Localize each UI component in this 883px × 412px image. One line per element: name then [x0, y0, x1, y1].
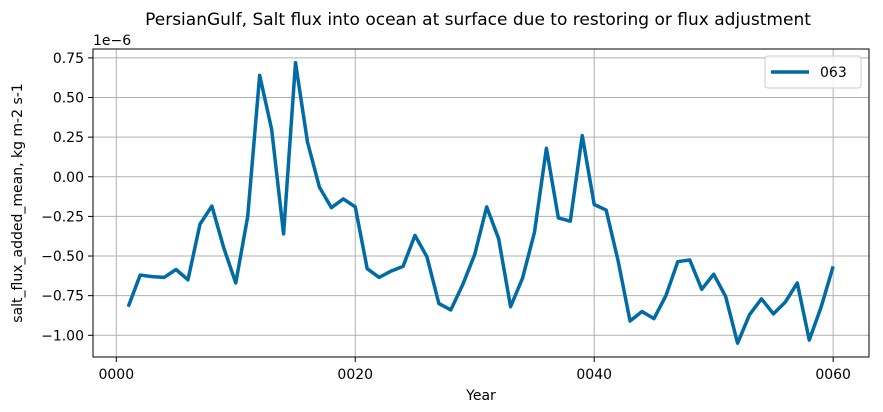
y-tick-label: −0.25 — [41, 209, 84, 225]
x-tick-label: 0060 — [815, 367, 851, 383]
legend: 063 — [764, 55, 862, 89]
chart-title: PersianGulf, Salt flux into ocean at sur… — [145, 10, 811, 30]
y-offset-label: 1e−6 — [93, 33, 131, 49]
x-tick-label: 0000 — [98, 367, 134, 383]
y-tick-label: 0.50 — [53, 91, 84, 107]
x-tick-label: 0040 — [576, 367, 612, 383]
plot-frame — [92, 48, 870, 358]
y-tick-label: −0.50 — [41, 249, 84, 265]
grid — [93, 49, 869, 357]
y-tick-label: 0.25 — [53, 130, 84, 146]
y-tick-label: −1.00 — [41, 328, 84, 344]
legend-box — [764, 55, 862, 89]
x-axis-ticks: 0000 0020 0040 0060 — [98, 357, 851, 383]
y-tick-label: 0.75 — [53, 51, 84, 67]
legend-label: 063 — [820, 65, 847, 81]
y-axis-ticks: −1.00 −0.75 −0.50 −0.25 0.00 0.25 0.50 0.75 — [41, 51, 93, 344]
x-tick-label: 0020 — [337, 367, 373, 383]
x-axis-label: Year — [465, 388, 496, 404]
y-axis-label: salt_flux_added_mean, kg m-2 s-1 — [10, 83, 26, 322]
y-tick-label: 0.00 — [53, 170, 84, 186]
series-line — [126, 60, 835, 345]
y-tick-label: −0.75 — [41, 289, 84, 305]
